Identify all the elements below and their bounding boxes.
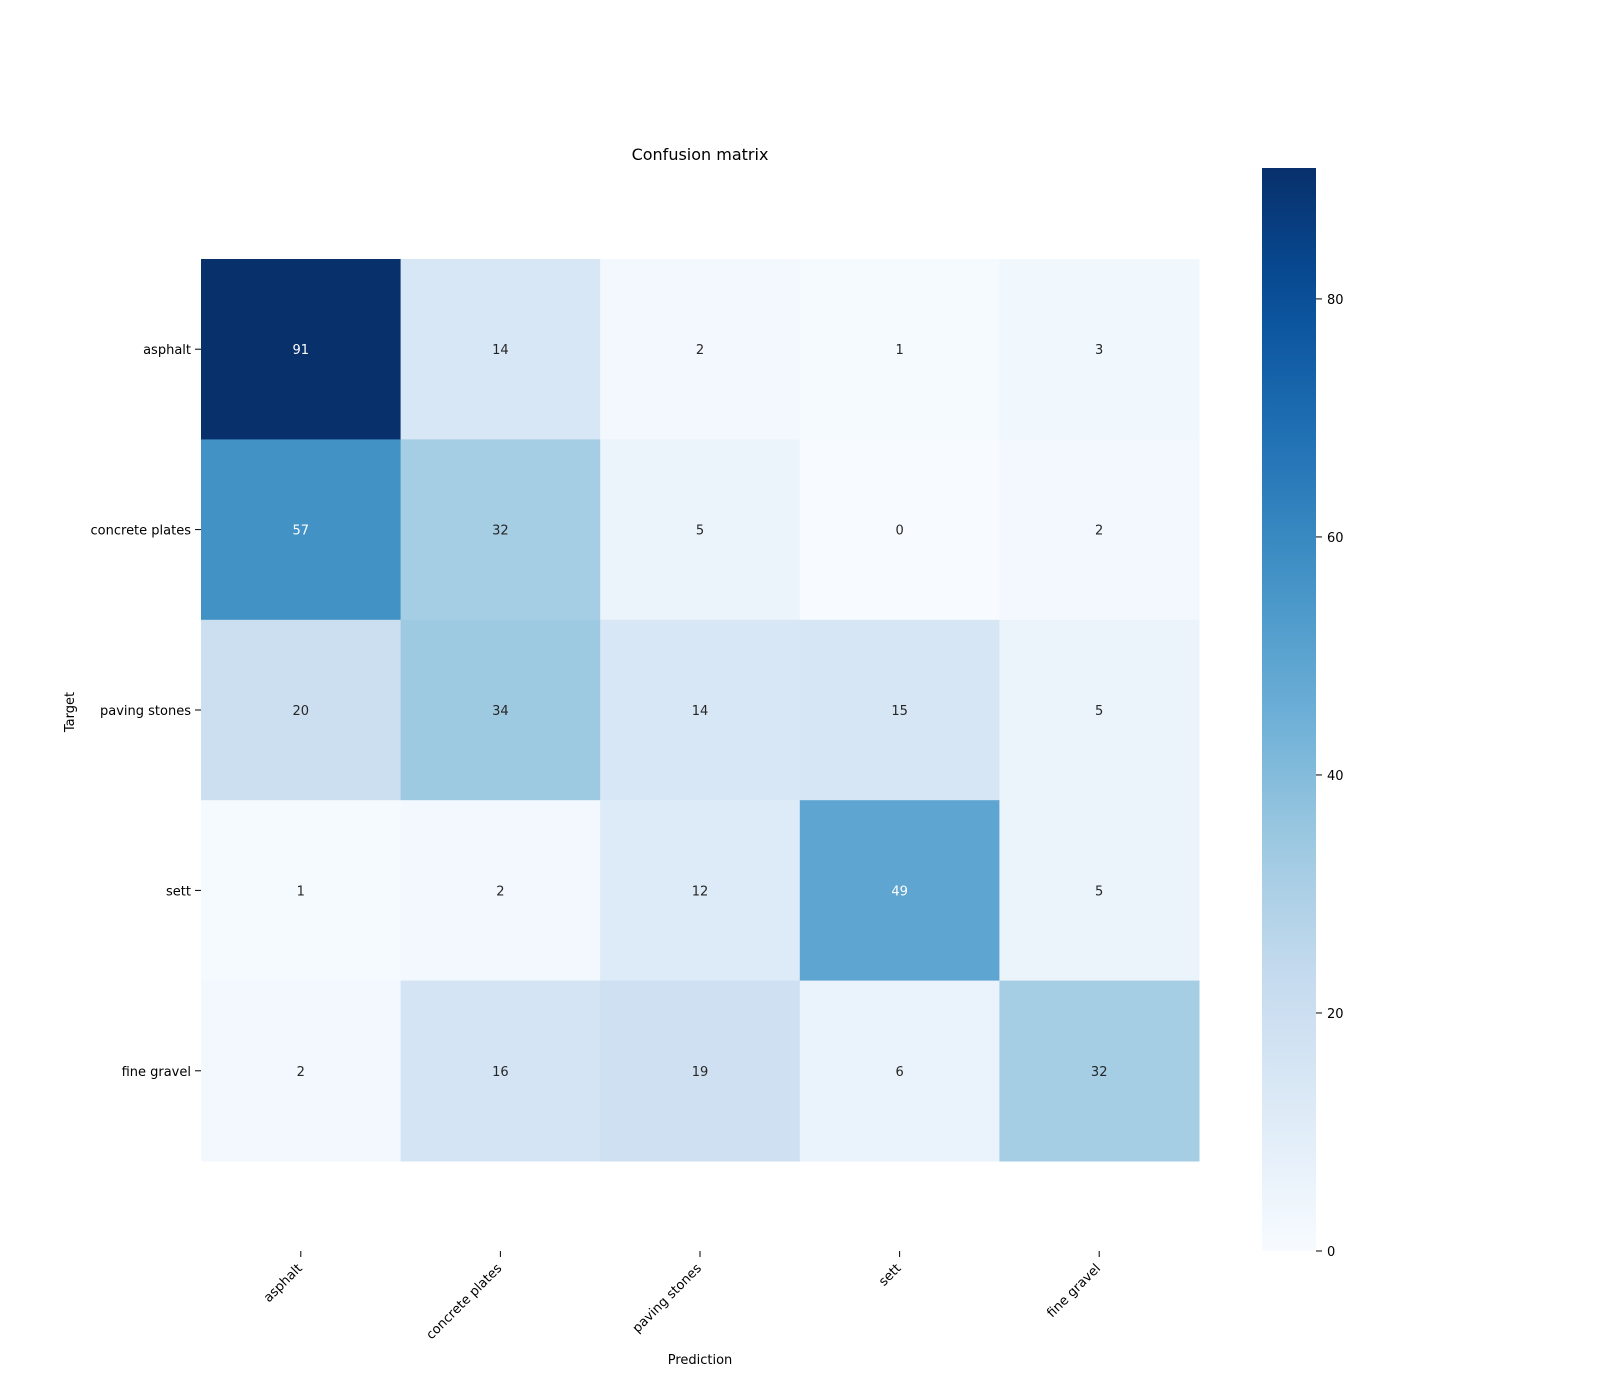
x-axis-title: Prediction [668, 1353, 733, 1368]
cell-value-label: 34 [492, 704, 509, 719]
cell-value-label: 5 [1095, 884, 1103, 899]
heatmap-cell-paving-stones-concrete-plates [400, 619, 601, 801]
cell-value-label: 6 [895, 1065, 903, 1080]
cell-value-label: 14 [692, 704, 709, 719]
heatmap-cell-concrete-plates-sett [799, 439, 1000, 621]
heatmap-cell-fine-gravel-asphalt [201, 980, 402, 1162]
x-tick-label-fine-gravel: fine gravel [1044, 1261, 1104, 1321]
heatmap-cells: 91 14 2 1 357 32 5 0 220 34 14 15 51 2 12 49 52 16 19 6 32 [201, 259, 1200, 1162]
cell-value-label: 2 [496, 884, 504, 899]
y-tick-label-sett: sett [166, 884, 191, 899]
heatmap-cell-sett-sett [799, 800, 1000, 982]
x-tick-label-concrete-plates: concrete plates [424, 1261, 506, 1343]
colorbar-tick-label: 40 [1327, 769, 1344, 784]
cell-value-label: 2 [696, 343, 704, 358]
heatmap-cell-asphalt-paving-stones [600, 259, 801, 440]
y-tick-label-concrete-plates: concrete plates [91, 524, 192, 539]
colorbar-gradient [1262, 168, 1316, 1251]
heatmap-cell-paving-stones-paving-stones [600, 619, 801, 801]
heatmap-cell-paving-stones-sett [799, 619, 1000, 801]
cell-value-label: 57 [293, 524, 310, 539]
x-tick-label-asphalt: asphalt [261, 1261, 305, 1305]
colorbar-tick-label: 80 [1327, 293, 1344, 308]
y-tick-label-paving-stones: paving stones [100, 704, 191, 719]
heatmap-cell-asphalt-sett [799, 259, 1000, 440]
heatmap-cell-concrete-plates-asphalt [201, 439, 402, 621]
heatmap-cell-sett-fine-gravel [999, 800, 1200, 982]
cell-value-label: 1 [895, 343, 903, 358]
cell-value-label: 91 [293, 343, 310, 358]
cell-value-label: 2 [297, 1065, 305, 1080]
cell-value-label: 19 [692, 1065, 709, 1080]
x-tick-label-paving-stones: paving stones [630, 1261, 705, 1336]
heatmap-cell-asphalt-asphalt [201, 259, 402, 440]
cell-value-label: 32 [1091, 1065, 1108, 1080]
cell-value-label: 16 [492, 1065, 509, 1080]
x-axis-ticks: asphalt concrete plates paving stones sett f… [261, 1251, 1104, 1343]
y-axis-ticks: asphalt concrete plates paving stones sett f… [91, 343, 201, 1080]
heatmap-cell-sett-asphalt [201, 800, 402, 982]
heatmap-cell-sett-paving-stones [600, 800, 801, 982]
heatmap-cell-fine-gravel-concrete-plates [400, 980, 601, 1162]
cell-value-label: 5 [696, 524, 704, 539]
cell-value-label: 32 [492, 524, 509, 539]
y-tick-label-fine-gravel: fine gravel [122, 1065, 191, 1080]
cell-value-label: 0 [895, 524, 903, 539]
heatmap-cell-paving-stones-asphalt [201, 619, 402, 801]
colorbar-tick-label: 60 [1327, 531, 1344, 546]
heatmap-cell-sett-concrete-plates [400, 800, 601, 982]
heatmap-cell-fine-gravel-paving-stones [600, 980, 801, 1162]
heatmap-cell-concrete-plates-fine-gravel [999, 439, 1200, 621]
y-axis-title: Target [63, 692, 78, 733]
colorbar-tick-label: 0 [1327, 1245, 1335, 1260]
heatmap-cell-fine-gravel-sett [799, 980, 1000, 1162]
heatmap-cell-fine-gravel-fine-gravel [999, 980, 1200, 1162]
cell-value-label: 20 [293, 704, 310, 719]
colorbar-ticks: 0 20 40 60 80 [1316, 293, 1344, 1260]
colorbar-tick-label: 20 [1327, 1007, 1344, 1022]
cell-value-label: 3 [1095, 343, 1103, 358]
cell-value-label: 2 [1095, 524, 1103, 539]
chart-title: Confusion matrix [632, 145, 769, 164]
cell-value-label: 12 [692, 884, 709, 899]
heatmap-cell-asphalt-fine-gravel [999, 259, 1200, 440]
cell-value-label: 14 [492, 343, 509, 358]
cell-value-label: 5 [1095, 704, 1103, 719]
heatmap-cell-concrete-plates-paving-stones [600, 439, 801, 621]
cell-value-label: 15 [891, 704, 908, 719]
heatmap-cell-paving-stones-fine-gravel [999, 619, 1200, 801]
cell-value-label: 49 [891, 884, 908, 899]
colorbar: 0 20 40 60 80 [1262, 168, 1344, 1260]
y-tick-label-asphalt: asphalt [143, 343, 191, 358]
heatmap-cell-asphalt-concrete-plates [400, 259, 601, 440]
cell-value-label: 1 [297, 884, 305, 899]
heatmap-cell-concrete-plates-concrete-plates [400, 439, 601, 621]
x-tick-label-sett: sett [876, 1261, 904, 1289]
